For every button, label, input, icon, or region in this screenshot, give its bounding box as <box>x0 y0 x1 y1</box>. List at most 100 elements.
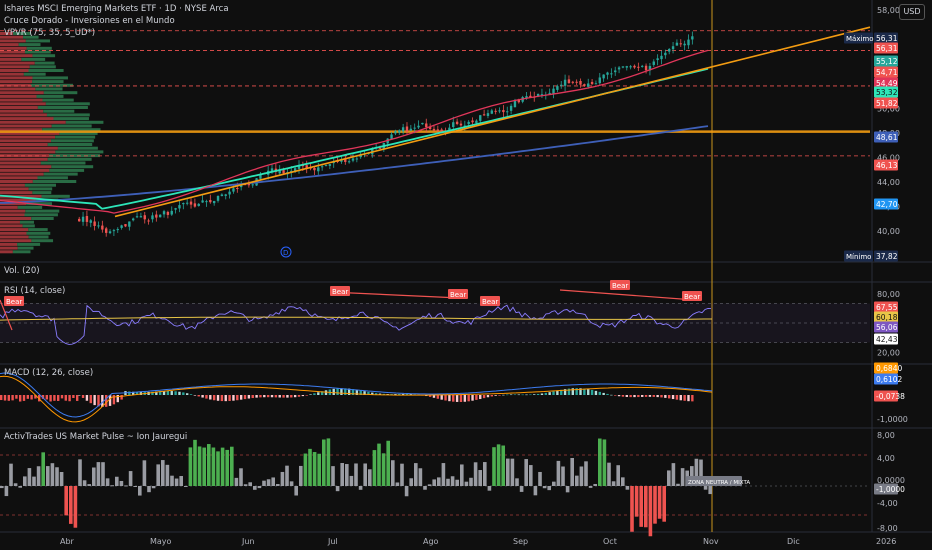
vpvr-bar-up <box>43 172 78 176</box>
macd-histogram-bar <box>263 395 266 398</box>
candle-body <box>251 184 254 186</box>
price-badge-bg <box>874 131 898 143</box>
vpvr-bar-up <box>26 46 52 50</box>
candle-body <box>552 88 555 95</box>
candle-body <box>378 147 382 149</box>
macd-histogram-bar <box>205 395 208 399</box>
candle-body <box>525 96 528 99</box>
pulse-bar <box>161 460 165 486</box>
price-badge: 37,82 <box>876 252 898 261</box>
candle-body <box>398 130 401 133</box>
zone-label: ZONA NEUTRA / MIXTA <box>688 480 750 486</box>
vpvr-bar-down <box>0 176 38 180</box>
macd-histogram-bar <box>610 394 613 396</box>
vpvr-bar-up <box>29 65 56 69</box>
vpvr-bar-down <box>0 65 30 69</box>
macd-histogram-bar <box>459 395 463 402</box>
macd-histogram-bar <box>560 389 563 395</box>
macd-histogram-bar <box>679 395 682 401</box>
vpvr-bar-up <box>55 150 104 154</box>
macd-badge-bg <box>874 390 898 402</box>
pulse-bar <box>478 470 482 486</box>
macd-histogram-bar <box>201 395 204 398</box>
macd-histogram-bar <box>675 395 679 400</box>
price-badge-bg <box>874 250 898 262</box>
candle-body <box>344 158 347 162</box>
macd-histogram-bar <box>193 395 197 396</box>
macd-histogram-bar <box>540 393 544 395</box>
vpvr-bar-down <box>0 91 44 95</box>
vpvr-bar-up <box>32 54 56 58</box>
pulse-bar <box>335 486 340 492</box>
macd-histogram-bar <box>552 391 555 395</box>
bear-label: Bear <box>684 293 700 301</box>
macd-histogram-bar <box>162 391 166 395</box>
candle-body <box>236 188 239 190</box>
pulse-bar <box>41 452 45 486</box>
vpvr-bar-down <box>0 76 33 80</box>
macd-histogram-bar <box>536 393 540 395</box>
macd-histogram-bar <box>486 395 490 398</box>
pulse-bar <box>616 465 620 486</box>
macd-histogram-bar <box>30 395 33 400</box>
vpvr-bar-down <box>0 120 66 124</box>
candle-body <box>452 122 455 128</box>
pulse-bar <box>294 486 298 496</box>
x-axis-label: Jun <box>241 537 255 546</box>
vpvr-bar-up <box>32 180 77 183</box>
pulse-bar <box>473 462 478 486</box>
candle-body <box>633 65 636 68</box>
rsi-ma-line <box>0 316 712 321</box>
rsi-label: RSI (14, close) <box>4 286 66 296</box>
macd-histogram-bar <box>332 388 335 395</box>
candle-body <box>637 66 640 68</box>
candle-body <box>479 115 482 121</box>
candle-body <box>428 126 432 129</box>
pulse-bar <box>151 486 156 489</box>
macd-histogram-bar <box>452 395 455 402</box>
candle-body <box>189 201 193 205</box>
currency-button[interactable]: USD <box>899 4 925 20</box>
vpvr-bar-down <box>0 246 18 250</box>
bear-label-bg <box>4 296 24 306</box>
macd-histogram-bar <box>340 388 343 395</box>
vpvr-bar-down <box>0 35 24 39</box>
macd-histogram-bar <box>440 395 443 400</box>
candle-body <box>401 127 405 132</box>
bear-divergence-line <box>559 289 696 301</box>
candle-body <box>617 67 621 70</box>
pulse-bar <box>450 476 455 486</box>
pulse-bar <box>340 463 344 486</box>
pulse-bar <box>602 439 607 486</box>
pulse-bar <box>280 471 285 486</box>
candle-body <box>124 224 127 227</box>
macd-histogram-bar <box>621 395 625 397</box>
pulse-bar <box>404 486 409 497</box>
macd-histogram-bar <box>3 395 7 401</box>
pulse-tick-label: 8,00 <box>877 431 895 440</box>
vpvr-bar-down <box>0 150 56 154</box>
pulse-bar <box>59 471 64 486</box>
price-badge: 54,49 <box>876 79 898 88</box>
pulse-bar <box>266 479 271 486</box>
candle-body <box>108 231 112 234</box>
vpvr-bar-down <box>0 242 18 246</box>
bear-label-bg <box>448 289 468 299</box>
pulse-bar <box>565 486 570 493</box>
macd-histogram-bar <box>7 395 10 401</box>
pulse-bar <box>32 476 36 486</box>
macd-histogram-bar <box>239 395 243 400</box>
pulse-bar <box>4 486 9 497</box>
vpvr-bar-up <box>17 242 41 246</box>
candle-body <box>305 165 308 169</box>
vpvr-bar-down <box>0 109 44 113</box>
candle-body <box>317 167 320 172</box>
pulse-bar <box>27 468 32 486</box>
vpvr-bar-down <box>0 157 48 161</box>
vpvr-bar-up <box>59 131 98 135</box>
vpvr-bar-down <box>0 72 24 76</box>
macd-histogram-bar <box>49 395 52 402</box>
bear-divergence-line <box>329 291 461 299</box>
macd-histogram-bar <box>182 392 185 395</box>
